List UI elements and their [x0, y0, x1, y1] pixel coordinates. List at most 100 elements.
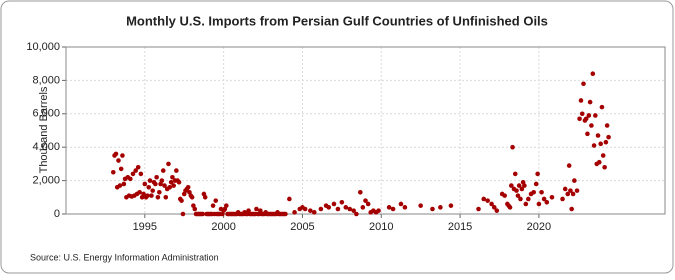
point — [502, 193, 507, 198]
point — [174, 168, 179, 173]
point — [376, 208, 381, 213]
point — [402, 205, 408, 210]
y-tick-label: 10,000 — [26, 41, 60, 53]
point — [418, 203, 423, 208]
point — [536, 201, 542, 207]
point — [507, 205, 513, 210]
point — [570, 191, 576, 197]
point — [398, 201, 404, 207]
point — [595, 133, 601, 138]
point — [308, 208, 313, 213]
point — [200, 211, 205, 217]
point — [535, 171, 540, 177]
point — [518, 196, 523, 202]
point — [593, 113, 598, 118]
x-tick-label: 2000 — [211, 221, 235, 233]
point — [163, 195, 169, 200]
point — [287, 196, 292, 202]
point — [448, 203, 454, 208]
point — [159, 178, 165, 183]
point — [489, 201, 494, 207]
point — [599, 104, 605, 110]
point — [541, 196, 547, 202]
point — [160, 168, 166, 173]
point — [179, 198, 184, 203]
point — [292, 210, 297, 215]
point — [589, 123, 594, 128]
point — [224, 203, 229, 208]
point — [318, 206, 324, 212]
point — [549, 195, 555, 200]
point — [347, 206, 353, 212]
point — [283, 211, 288, 217]
point — [509, 183, 514, 188]
point — [180, 211, 186, 217]
x-tick-label: 2005 — [290, 221, 314, 233]
point — [185, 184, 191, 190]
point — [117, 183, 123, 188]
point — [539, 189, 544, 195]
point — [110, 169, 116, 175]
point — [566, 163, 572, 168]
point — [577, 116, 582, 122]
point — [141, 191, 146, 197]
point — [170, 174, 175, 180]
point — [137, 189, 142, 195]
point — [254, 206, 259, 212]
y-tick-label: 8,000 — [32, 74, 60, 86]
point — [135, 164, 141, 170]
point — [598, 141, 603, 147]
point — [560, 196, 565, 202]
point — [494, 208, 500, 213]
point — [596, 159, 602, 165]
point — [602, 164, 607, 170]
point — [155, 195, 161, 200]
point — [586, 113, 592, 118]
point — [168, 179, 174, 185]
point — [430, 206, 435, 212]
point — [130, 171, 136, 177]
point — [512, 171, 518, 177]
x-tick-label: 2015 — [448, 221, 472, 233]
point — [210, 203, 216, 208]
point — [585, 131, 590, 137]
x-tick-label: 1995 — [133, 221, 157, 233]
point — [579, 111, 585, 117]
point — [167, 184, 173, 190]
point — [569, 206, 574, 212]
point — [339, 200, 345, 205]
point — [606, 134, 611, 140]
point — [354, 211, 359, 217]
point — [591, 143, 597, 148]
frame — [0, 0, 674, 274]
point — [326, 205, 332, 210]
point — [583, 116, 589, 122]
point — [311, 210, 317, 215]
point — [365, 201, 371, 207]
point — [604, 123, 610, 128]
y-axis-label: Thousand Barrels — [38, 86, 50, 173]
point — [157, 189, 162, 195]
point — [386, 205, 392, 210]
point — [587, 99, 593, 105]
point — [302, 206, 308, 212]
point — [343, 205, 349, 210]
point — [526, 196, 531, 202]
point — [146, 184, 152, 190]
point — [590, 71, 596, 77]
y-tick-label: 4,000 — [32, 141, 60, 153]
point — [510, 144, 515, 150]
point — [522, 183, 527, 188]
point — [515, 193, 521, 198]
point — [544, 200, 550, 205]
point — [438, 205, 443, 210]
plot-area — [65, 46, 666, 215]
point — [145, 193, 150, 198]
point — [562, 186, 568, 192]
point — [192, 206, 198, 212]
point — [516, 183, 522, 188]
point — [531, 189, 536, 195]
point — [514, 188, 519, 193]
point — [491, 205, 497, 210]
point — [166, 161, 171, 167]
